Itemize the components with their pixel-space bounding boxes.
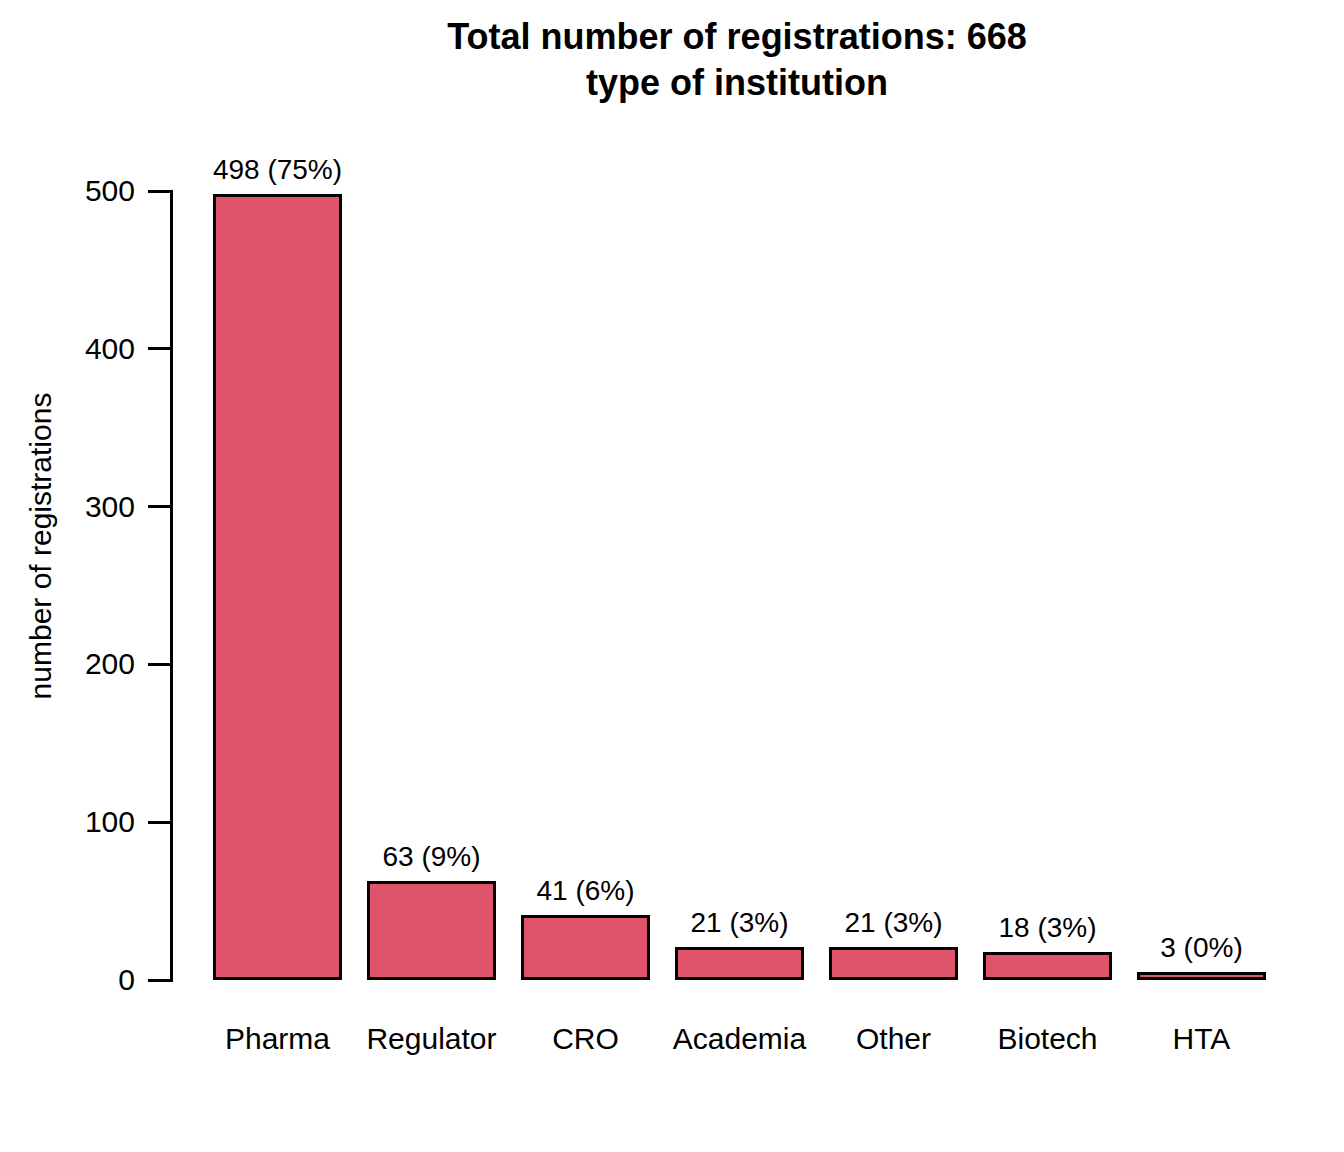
y-axis-tick-label: 400 xyxy=(25,332,135,366)
bar-value-label: 3 (0%) xyxy=(1092,932,1312,964)
bar-value-label: 41 (6%) xyxy=(476,875,696,907)
x-axis-category-label: Academia xyxy=(655,1022,825,1056)
y-axis-tick-label: 500 xyxy=(25,174,135,208)
x-axis-category-label: Biotech xyxy=(963,1022,1133,1056)
x-axis-category-label: CRO xyxy=(501,1022,671,1056)
bar-chart: Total number of registrations: 668 type … xyxy=(0,0,1344,1152)
chart-title: Total number of registrations: 668 type … xyxy=(173,14,1301,106)
bar-value-label: 498 (75%) xyxy=(168,154,388,186)
y-axis-tick-label: 100 xyxy=(25,805,135,839)
y-axis-tick xyxy=(148,663,170,666)
bar-academia xyxy=(675,947,804,980)
chart-title-line1: Total number of registrations: 668 xyxy=(173,14,1301,60)
bar-other xyxy=(829,947,958,980)
y-axis-tick xyxy=(148,347,170,350)
x-axis-category-label: Pharma xyxy=(193,1022,363,1056)
y-axis-tick xyxy=(148,979,170,982)
bar-value-label: 63 (9%) xyxy=(322,841,542,873)
x-axis-category-label: HTA xyxy=(1117,1022,1287,1056)
bar-hta xyxy=(1137,972,1266,980)
x-axis-category-label: Other xyxy=(809,1022,979,1056)
y-axis-tick-label: 300 xyxy=(25,490,135,524)
y-axis-tick xyxy=(148,821,170,824)
x-axis-category-label: Regulator xyxy=(347,1022,517,1056)
y-axis-tick-label: 200 xyxy=(25,647,135,681)
y-axis-line xyxy=(170,190,173,982)
y-axis-tick xyxy=(148,190,170,193)
chart-title-line2: type of institution xyxy=(173,60,1301,106)
y-axis-tick xyxy=(148,505,170,508)
y-axis-tick-label: 0 xyxy=(25,963,135,997)
